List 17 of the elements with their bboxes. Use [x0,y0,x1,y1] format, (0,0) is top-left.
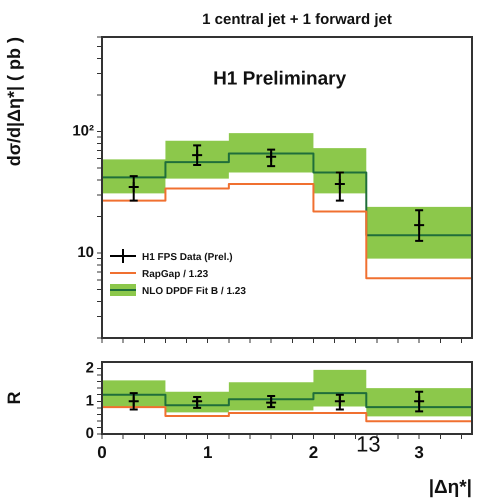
y-tick-label: 10² [72,122,94,140]
x-tick-label: 1 [202,442,212,462]
annotation: 13 [356,432,381,457]
x-axis-title: |Δη*| [428,476,472,498]
x-tick-label: 3 [414,442,424,462]
annotation: H1 Preliminary [213,68,347,90]
x-tick-label: 2 [308,442,318,462]
y-axis-title: R [4,392,24,404]
legend-label: H1 FPS Data (Prel.) [142,252,233,263]
y-axis-title: dσ/d|Δη*| ( pb ) [4,36,24,166]
legend-label: NLO DPDF Fit B / 1.23 [142,286,246,297]
y-tick-label: 2 [86,360,94,377]
y-tick-label: 1 [86,392,94,410]
y-tick-label: 0 [86,425,94,442]
legend-label: RapGap / 1.23 [142,268,209,280]
chart-title: 1 central jet + 1 forward jet [202,11,392,28]
y-tick-label: 10 [77,244,94,262]
